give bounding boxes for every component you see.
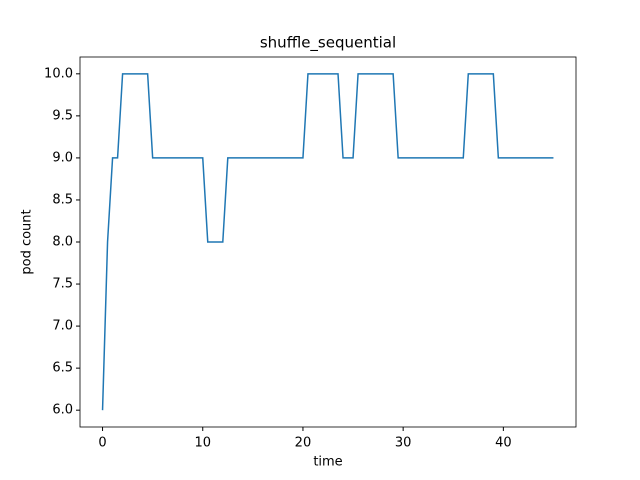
y-tick-label: 9.5	[52, 108, 73, 123]
y-axis-label: pod count	[20, 209, 35, 274]
y-tick-label: 8.0	[52, 235, 73, 250]
x-tick-label: 10	[194, 436, 211, 451]
x-tick-label: 30	[395, 436, 412, 451]
chart-title: shuffle_sequential	[260, 34, 396, 53]
x-tick-label: 40	[495, 436, 512, 451]
y-tick-label: 7.0	[52, 319, 73, 334]
x-tick-label: 20	[295, 436, 312, 451]
x-tick-label: 0	[98, 436, 106, 451]
y-tick-label: 6.0	[52, 403, 73, 418]
y-tick-label: 9.0	[52, 150, 73, 165]
x-axis-label: time	[313, 455, 342, 470]
y-tick-label: 7.5	[52, 277, 73, 292]
data-line	[101, 73, 554, 411]
y-tick-label: 6.5	[52, 361, 73, 376]
y-tick-label: 8.5	[52, 192, 73, 207]
y-tick-label: 10.0	[44, 66, 73, 81]
plot-frame	[79, 56, 577, 428]
